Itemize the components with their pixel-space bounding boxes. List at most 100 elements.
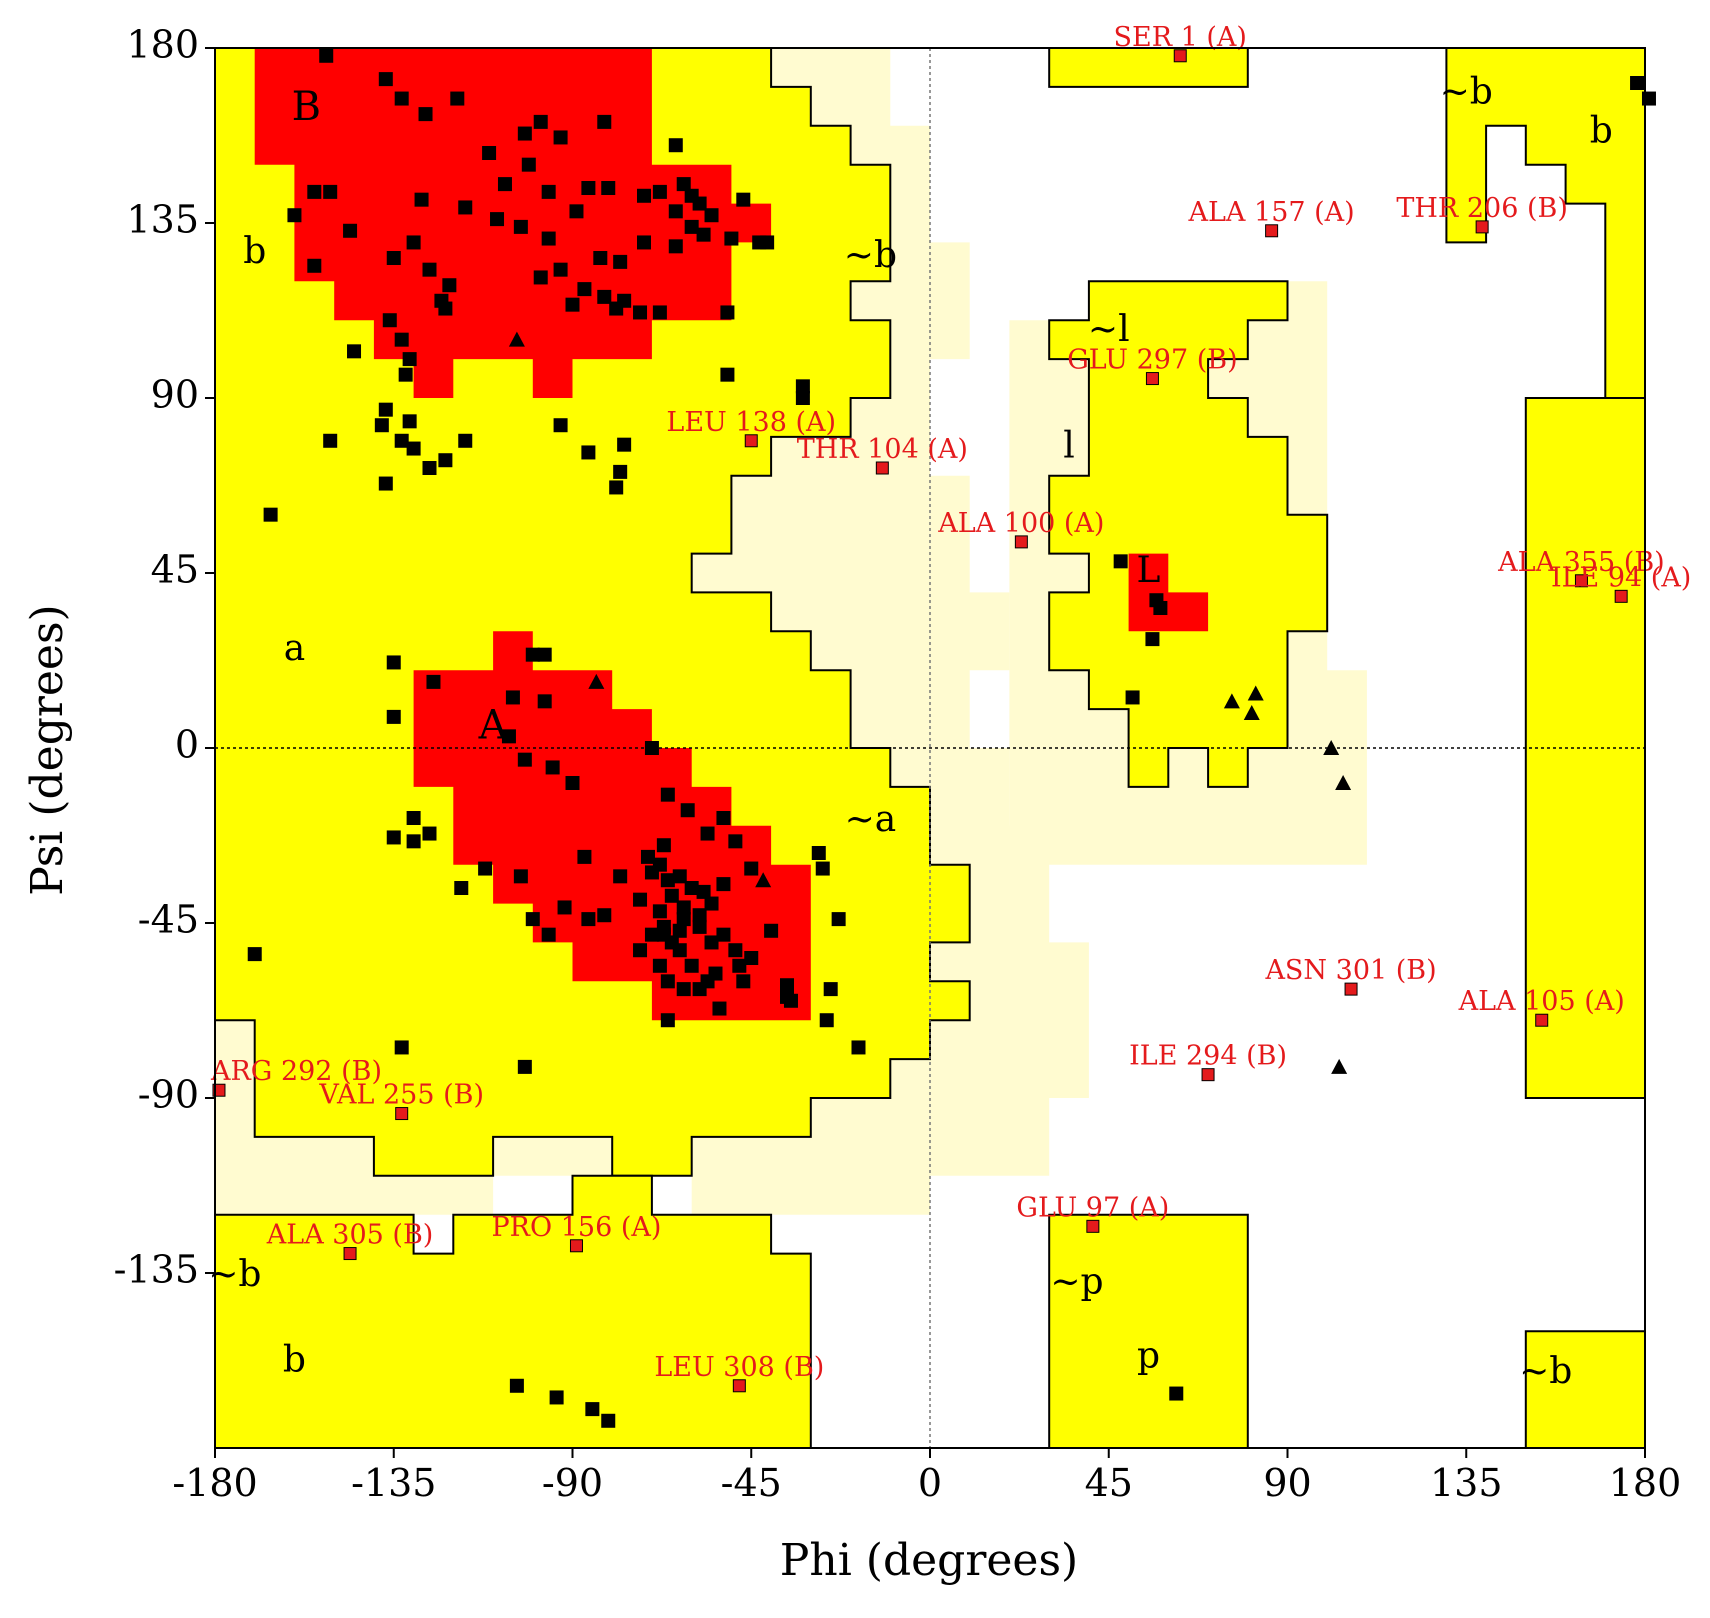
residue-point	[1630, 76, 1645, 90]
residue-point	[660, 974, 675, 989]
outlier-label: ASN 301 (B)	[1264, 955, 1436, 986]
x-axis-label: Phi (degrees)	[780, 1535, 1078, 1586]
residue-point	[780, 978, 794, 993]
residue-point	[597, 289, 612, 304]
residue-point	[541, 184, 556, 199]
outlier-label: PRO 156 (A)	[492, 1212, 662, 1243]
residue-point	[374, 418, 389, 433]
residue-point	[597, 114, 612, 129]
outlier-label: VAL 255 (B)	[318, 1080, 484, 1111]
residue-point	[553, 130, 568, 145]
residue-point	[700, 826, 715, 841]
residue-point	[716, 877, 731, 892]
residue-point	[426, 674, 441, 689]
residue-point	[482, 146, 497, 160]
region-label: b	[1590, 111, 1613, 152]
residue-point	[398, 367, 413, 382]
residue-point	[728, 834, 743, 849]
region-labels: Bb ~baA~a~llL~bb~bb~pp ~b	[208, 72, 1613, 1392]
residue-point	[617, 437, 632, 452]
outlier-label: LEU 308 (B)	[654, 1352, 824, 1383]
residue-point	[704, 896, 719, 911]
region-label: b	[243, 231, 266, 272]
x-tick-label: -45	[721, 1461, 782, 1505]
residue-point	[640, 849, 655, 864]
glycine-point	[1247, 685, 1264, 701]
residue-point	[1125, 690, 1140, 705]
glycine-point	[1323, 740, 1340, 755]
residue-point	[386, 709, 401, 724]
residue-point	[637, 235, 651, 250]
residue-point	[533, 114, 548, 129]
outlier-label: ALA 157 (A)	[1188, 197, 1355, 228]
residue-point	[378, 402, 393, 417]
y-tick-label: 0	[175, 723, 199, 767]
residue-point	[517, 752, 532, 767]
residue-point	[700, 974, 715, 989]
residue-point	[764, 923, 779, 938]
residue-point	[712, 1001, 727, 1016]
residue-point	[521, 157, 536, 172]
residue-point	[736, 192, 751, 207]
residue-point	[716, 927, 731, 942]
outlier-label: ARG 292 (B)	[210, 1056, 382, 1087]
y-tick-label: 180	[126, 23, 199, 67]
glycine-point	[508, 331, 525, 347]
residue-point	[644, 927, 659, 942]
residue-point	[660, 873, 675, 888]
residue-point	[513, 869, 528, 884]
favoured-region	[1128, 553, 1209, 632]
residue-point	[422, 262, 437, 277]
residue-point	[569, 204, 584, 219]
residue-point	[692, 919, 707, 934]
region-label: ~b	[844, 235, 897, 276]
outlier-label: ALA 100 (A)	[937, 508, 1104, 539]
residue-point	[692, 908, 707, 923]
residue-point	[525, 912, 540, 927]
residue-point	[505, 690, 520, 705]
residue-point	[720, 305, 735, 320]
residue-point	[490, 212, 505, 227]
residue-point	[513, 219, 528, 234]
glycine-point	[1243, 705, 1260, 720]
region-label: L	[1137, 550, 1161, 591]
residue-point	[672, 923, 687, 938]
outlier-label: GLU 297 (B)	[1067, 345, 1237, 376]
x-tick-label: -90	[542, 1461, 603, 1505]
residue-point	[454, 881, 469, 895]
residue-points	[247, 48, 1656, 1428]
region-label: ~b	[1519, 1351, 1572, 1392]
y-axis-ticks: 180 135 90 45 0 -45 -90 -135	[114, 23, 215, 1292]
region-label: p	[1137, 1336, 1160, 1377]
glycine-point	[1335, 775, 1352, 790]
residue-point	[438, 301, 453, 316]
residue-point	[577, 282, 592, 297]
residue-point	[668, 204, 683, 219]
outlier-point	[1535, 1013, 1549, 1027]
region-label: b	[283, 1339, 306, 1380]
residue-point	[815, 861, 830, 876]
residue-point	[652, 958, 667, 973]
outlier-point	[1475, 220, 1489, 234]
residue-point	[517, 126, 532, 141]
residue-point	[732, 958, 747, 973]
residue-point	[780, 989, 794, 1004]
allowed-region	[214, 1174, 812, 1449]
residue-point	[728, 943, 743, 958]
residue-point	[422, 826, 437, 841]
residue-point	[287, 208, 302, 223]
y-axis-label: Psi (degrees)	[22, 604, 73, 895]
region-label: ~b	[208, 1254, 261, 1295]
region-label: ~b	[1440, 72, 1493, 113]
outlier-point	[1014, 535, 1028, 549]
outlier-label: THR 206 (B)	[1396, 193, 1568, 224]
outlier-point	[569, 1239, 583, 1253]
residue-point	[831, 912, 846, 927]
y-tick-label: -90	[138, 1073, 199, 1117]
x-tick-label: 90	[1263, 1461, 1311, 1505]
y-tick-label: -45	[138, 898, 199, 942]
residue-point	[684, 958, 699, 973]
residue-point	[601, 1413, 616, 1428]
residue-point	[656, 838, 671, 853]
